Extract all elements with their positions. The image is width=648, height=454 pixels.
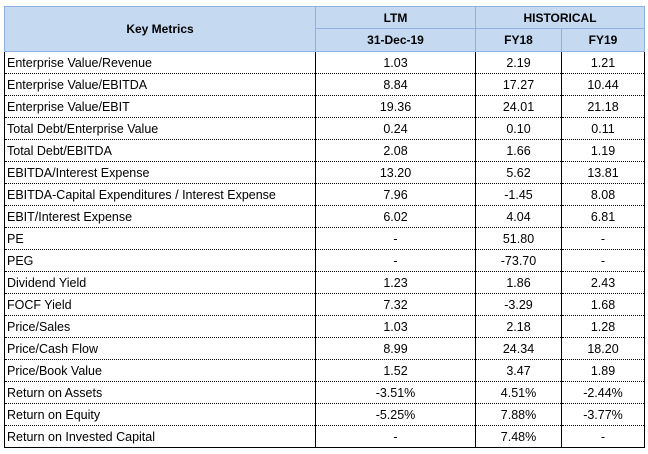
table-row: Price/Book Value 1.52 3.47 1.89 [4, 359, 645, 382]
fy19-value-cell: - [561, 425, 645, 448]
fy19-value-cell: 8.08 [561, 183, 645, 206]
fy18-value-cell: 0.10 [475, 117, 562, 140]
historical-header: HISTORICAL [475, 6, 645, 29]
table-row: Return on Invested Capital -7.48% - [4, 425, 645, 448]
fy18-value-cell: -3.29 [475, 293, 562, 316]
fy18-value-cell: 24.01 [475, 95, 562, 118]
fy18-value-cell: -73.70 [475, 249, 562, 272]
metric-cell: Price/Sales [4, 315, 316, 338]
table-row: Return on Assets -3.51% 4.51% -2.44% [4, 381, 645, 404]
ltm-header: LTM [315, 6, 476, 29]
metric-cell: FOCF Yield [4, 293, 316, 316]
ltm-value-cell: 8.84 [315, 73, 476, 96]
fy19-value-cell: 1.89 [561, 359, 645, 382]
metric-cell: Price/Cash Flow [4, 337, 316, 360]
metric-cell: Enterprise Value/EBITDA [4, 73, 316, 96]
fy19-value-cell: 13.81 [561, 161, 645, 184]
fy18-value-cell: 1.66 [475, 139, 562, 162]
table-row: EBITDA/Interest Expense 13.20 5.62 13.81 [4, 161, 645, 184]
ltm-value-cell: 8.99 [315, 337, 476, 360]
ltm-value-cell: - [315, 227, 476, 250]
fy18-value-cell: 4.51% [475, 381, 562, 404]
ltm-value-cell: -5.25% [315, 403, 476, 426]
ltm-value-cell: -3.51% [315, 381, 476, 404]
ltm-value-cell: 1.23 [315, 271, 476, 294]
table-row: PEG - -73.70- [4, 249, 645, 272]
metrics-body: Enterprise Value/Revenue 1.03 2.19 1.21 Ente… [4, 51, 645, 448]
fy19-value-cell: - [561, 227, 645, 250]
metric-cell: Return on Assets [4, 381, 316, 404]
table-row: Price/Cash Flow 8.99 24.34 18.20 [4, 337, 645, 360]
metric-cell: Dividend Yield [4, 271, 316, 294]
metric-cell: EBITDA/Interest Expense [4, 161, 316, 184]
fy19-value-cell: 6.81 [561, 205, 645, 228]
table-row: Enterprise Value/EBITDA 8.84 17.27 10.44 [4, 73, 645, 96]
table-row: Dividend Yield 1.23 1.86 2.43 [4, 271, 645, 294]
fy18-value-cell: 7.48% [475, 425, 562, 448]
key-metrics-header: Key Metrics [4, 6, 316, 52]
fy18-value-cell: 17.27 [475, 73, 562, 96]
metric-cell: Enterprise Value/Revenue [4, 51, 316, 74]
table-row: Enterprise Value/Revenue 1.03 2.19 1.21 [4, 51, 645, 74]
fy18-value-cell: 51.80 [475, 227, 562, 250]
fy18-value-cell: 2.18 [475, 315, 562, 338]
ltm-value-cell: 6.02 [315, 205, 476, 228]
fy19-value-cell: 1.68 [561, 293, 645, 316]
fy19-value-cell: 18.20 [561, 337, 645, 360]
fy19-value-cell: -3.77% [561, 403, 645, 426]
metric-cell: Price/Book Value [4, 359, 316, 382]
metric-cell: Enterprise Value/EBIT [4, 95, 316, 118]
fy19-value-cell: 1.21 [561, 51, 645, 74]
metric-cell: Total Debt/EBITDA [4, 139, 316, 162]
fy18-value-cell: 24.34 [475, 337, 562, 360]
fy18-value-cell: 3.47 [475, 359, 562, 382]
metric-cell: PE [4, 227, 316, 250]
table-row: FOCF Yield 7.32 -3.29 1.68 [4, 293, 645, 316]
table-row: Enterprise Value/EBIT 19.36 24.01 21.18 [4, 95, 645, 118]
key-metrics-table: Key Metrics LTM HISTORICAL 31-Dec-19 FY1… [4, 6, 645, 448]
fy19-value-cell: 21.18 [561, 95, 645, 118]
ltm-date-header: 31-Dec-19 [315, 28, 476, 52]
fy19-value-cell: - [561, 249, 645, 272]
metric-cell: EBIT/Interest Expense [4, 205, 316, 228]
fy18-value-cell: 4.04 [475, 205, 562, 228]
fy18-value-cell: 2.19 [475, 51, 562, 74]
ltm-value-cell: 1.03 [315, 315, 476, 338]
table-row: Return on Equity -5.25% 7.88% -3.77% [4, 403, 645, 426]
fy19-value-cell: -2.44% [561, 381, 645, 404]
ltm-value-cell: 1.52 [315, 359, 476, 382]
fy19-header: FY19 [561, 28, 645, 52]
metric-cell: Total Debt/Enterprise Value [4, 117, 316, 140]
table-row: Price/Sales 1.03 2.18 1.28 [4, 315, 645, 338]
metric-cell: Return on Invested Capital [4, 425, 316, 448]
table-row: Total Debt/EBITDA 2.08 1.66 1.19 [4, 139, 645, 162]
fy18-value-cell: 5.62 [475, 161, 562, 184]
table-row: Total Debt/Enterprise Value 0.24 0.10 0.11 [4, 117, 645, 140]
fy19-value-cell: 1.28 [561, 315, 645, 338]
fy19-value-cell: 10.44 [561, 73, 645, 96]
ltm-value-cell: 19.36 [315, 95, 476, 118]
metric-cell: Return on Equity [4, 403, 316, 426]
key-metrics-sheet: Key Metrics LTM HISTORICAL 31-Dec-19 FY1… [4, 6, 645, 448]
fy18-value-cell: 7.88% [475, 403, 562, 426]
ltm-value-cell: - [315, 249, 476, 272]
fy18-value-cell: 1.86 [475, 271, 562, 294]
ltm-value-cell: 1.03 [315, 51, 476, 74]
fy18-value-cell: -1.45 [475, 183, 562, 206]
fy19-value-cell: 2.43 [561, 271, 645, 294]
metric-cell: PEG [4, 249, 316, 272]
ltm-value-cell: 13.20 [315, 161, 476, 184]
fy18-header: FY18 [475, 28, 562, 52]
ltm-value-cell: 7.32 [315, 293, 476, 316]
table-row: PE -51.80- [4, 227, 645, 250]
table-row: EBITDA-Capital Expenditures / Interest E… [4, 183, 645, 206]
fy19-value-cell: 0.11 [561, 117, 645, 140]
ltm-value-cell: 2.08 [315, 139, 476, 162]
table-row: EBIT/Interest Expense 6.02 4.04 6.81 [4, 205, 645, 228]
ltm-value-cell: - [315, 425, 476, 448]
ltm-value-cell: 7.96 [315, 183, 476, 206]
ltm-value-cell: 0.24 [315, 117, 476, 140]
metric-cell: EBITDA-Capital Expenditures / Interest E… [4, 183, 316, 206]
fy19-value-cell: 1.19 [561, 139, 645, 162]
